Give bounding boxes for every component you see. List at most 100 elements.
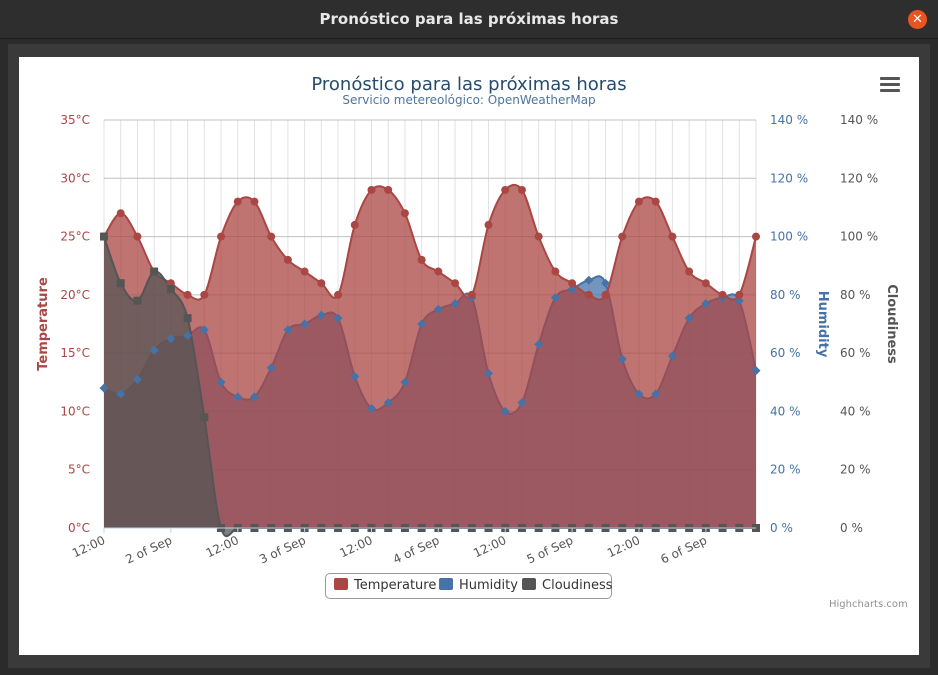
marker-humidity[interactable] [651,389,661,399]
marker-temperature[interactable] [584,290,593,299]
marker-humidity[interactable] [567,284,577,294]
marker-humidity[interactable] [701,299,711,309]
y-axis-tick-label: 60 % [770,346,801,360]
marker-cloudiness[interactable] [100,232,108,241]
marker-temperature[interactable] [685,267,694,276]
marker-humidity[interactable] [316,310,326,320]
marker-temperature[interactable] [300,267,309,276]
y-axis-tick-label: 40 % [840,404,871,418]
marker-temperature[interactable] [200,290,209,299]
marker-temperature[interactable] [116,209,125,218]
marker-humidity[interactable] [734,296,744,306]
y-axis-tick-label: 40 % [770,404,801,418]
marker-temperature[interactable] [501,185,510,194]
marker-humidity[interactable] [216,377,226,387]
marker-humidity[interactable] [300,319,310,329]
marker-humidity[interactable] [417,319,427,329]
marker-temperature[interactable] [551,267,560,276]
marker-humidity[interactable] [383,398,393,408]
marker-humidity[interactable] [534,339,544,349]
marker-cloudiness[interactable] [116,279,125,288]
marker-temperature[interactable] [451,279,460,288]
marker-temperature[interactable] [568,279,577,288]
marker-temperature[interactable] [434,267,443,276]
marker-temperature[interactable] [752,232,760,241]
marker-temperature[interactable] [601,290,610,299]
y-axis-tick-label: 0 % [770,521,793,535]
marker-temperature[interactable] [384,185,393,194]
chart-panel: Pronóstico para las próximas horas Servic… [19,57,919,655]
y-axis-tick-label: 60 % [840,346,871,360]
marker-temperature[interactable] [133,232,142,241]
marker-temperature[interactable] [400,209,409,218]
marker-humidity[interactable] [266,363,276,373]
marker-cloudiness[interactable] [200,413,209,422]
marker-temperature[interactable] [718,290,727,299]
marker-temperature[interactable] [484,220,493,229]
marker-humidity[interactable] [350,371,360,381]
marker-humidity[interactable] [584,275,594,285]
marker-humidity[interactable] [684,313,694,323]
marker-temperature[interactable] [417,255,426,264]
credits-link[interactable]: Highcharts.com [829,599,908,610]
marker-humidity[interactable] [116,389,126,399]
legend-item-humidity[interactable]: Humidity [439,578,518,594]
marker-temperature[interactable] [233,197,242,206]
marker-temperature[interactable] [668,232,677,241]
marker-temperature[interactable] [651,197,660,206]
marker-humidity[interactable] [433,304,443,314]
marker-temperature[interactable] [467,290,476,299]
marker-humidity[interactable] [99,383,109,393]
hamburger-menu-icon[interactable] [880,77,900,95]
marker-humidity[interactable] [400,377,410,387]
marker-humidity[interactable] [199,325,209,335]
marker-humidity[interactable] [601,278,611,288]
marker-humidity[interactable] [751,366,761,376]
y-axis-tick-label: 20 % [770,463,801,477]
marker-humidity[interactable] [166,334,176,344]
marker-temperature[interactable] [250,197,259,206]
marker-humidity[interactable] [333,313,343,323]
marker-temperature[interactable] [183,290,192,299]
marker-temperature[interactable] [367,185,376,194]
marker-humidity[interactable] [366,404,376,414]
marker-humidity[interactable] [500,406,510,416]
marker-humidity[interactable] [634,389,644,399]
marker-humidity[interactable] [132,374,142,384]
marker-temperature[interactable] [283,255,292,264]
marker-humidity[interactable] [667,351,677,361]
legend-item-cloudiness[interactable]: Cloudiness [522,578,613,594]
marker-cloudiness[interactable] [183,314,192,323]
marker-humidity[interactable] [233,392,243,402]
marker-temperature[interactable] [735,290,744,299]
forecast-chart: Pronóstico para las próximas horasServic… [36,74,899,567]
marker-humidity[interactable] [517,398,527,408]
marker-temperature[interactable] [634,197,643,206]
marker-temperature[interactable] [618,232,627,241]
marker-humidity[interactable] [249,392,259,402]
marker-temperature[interactable] [701,279,710,288]
marker-temperature[interactable] [517,185,526,194]
marker-temperature[interactable] [267,232,276,241]
marker-humidity[interactable] [484,369,494,379]
legend-item-temperature[interactable]: Temperature [334,578,436,594]
marker-temperature[interactable] [350,220,359,229]
line-temperature [103,183,757,301]
y-axis-title-humidity: Humidity [815,291,830,358]
marker-cloudiness[interactable] [133,296,142,305]
close-icon[interactable]: ✕ [908,10,927,29]
window-title: Pronóstico para las próximas horas [319,10,619,28]
marker-humidity[interactable] [617,354,627,364]
marker-cloudiness[interactable] [150,267,159,276]
marker-humidity[interactable] [183,331,193,341]
marker-temperature[interactable] [334,290,343,299]
marker-humidity[interactable] [283,325,293,335]
marker-humidity[interactable] [550,293,560,303]
marker-temperature[interactable] [217,232,226,241]
marker-cloudiness[interactable] [166,285,175,294]
area-temperature [104,184,756,529]
marker-humidity[interactable] [149,345,159,355]
marker-temperature[interactable] [317,279,326,288]
marker-humidity[interactable] [450,299,460,309]
marker-temperature[interactable] [534,232,543,241]
